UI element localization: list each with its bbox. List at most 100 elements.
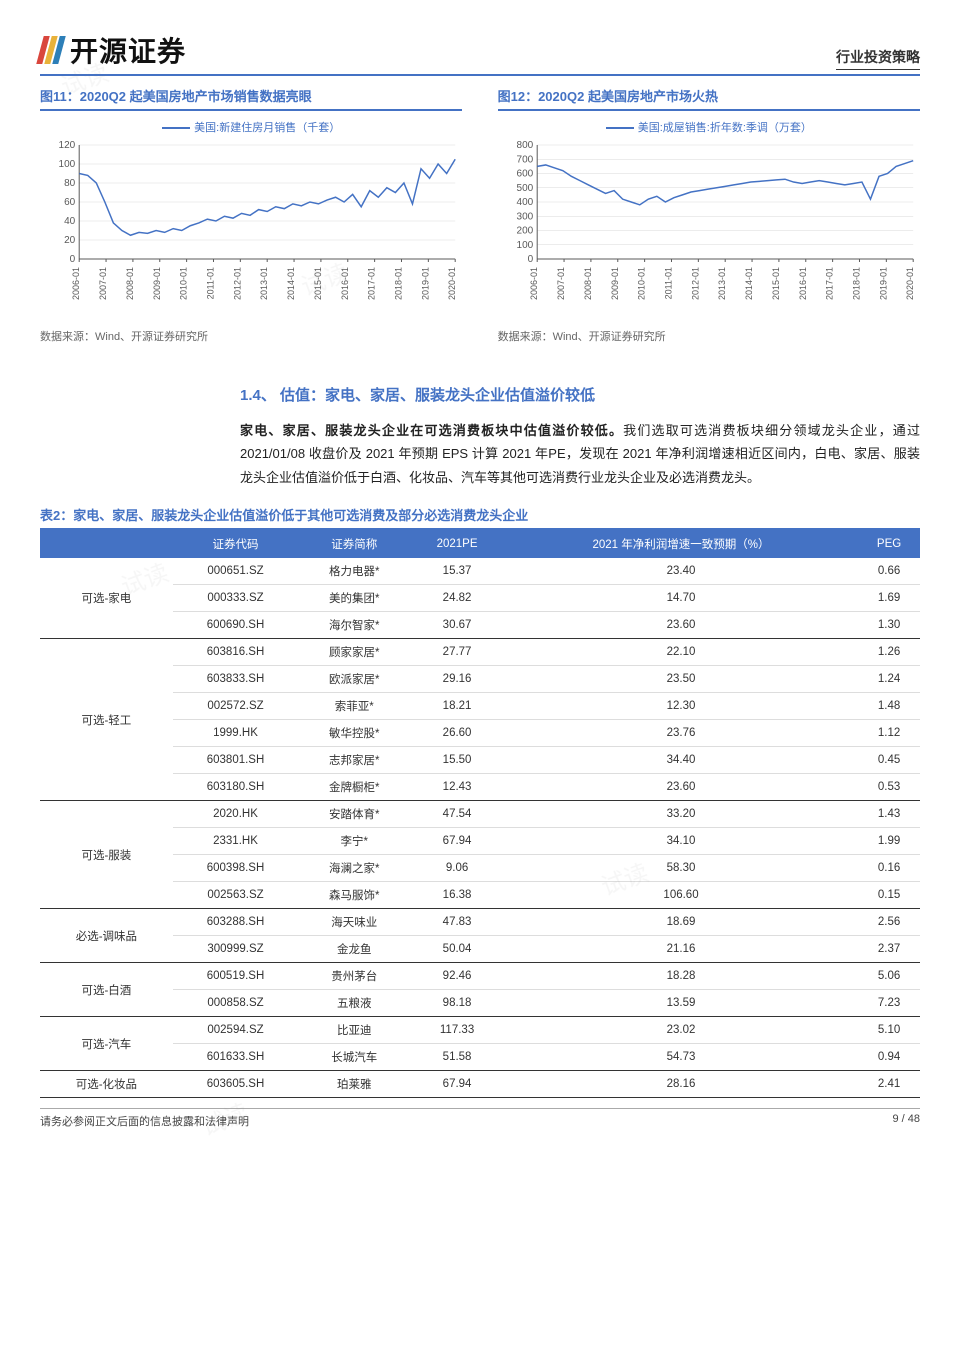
table-row: 可选-轻工603816.SH顾家家居*27.7722.101.26 [40,639,920,666]
table-cell: 2.41 [858,1071,920,1098]
table-cell: 002563.SZ [173,882,298,909]
table-row: 可选-白酒600519.SH贵州茅台92.4618.285.06 [40,963,920,990]
table-group-label: 可选-轻工 [40,639,173,801]
table-cell: 92.46 [410,963,504,990]
table-cell: 5.06 [858,963,920,990]
table-cell: 117.33 [410,1017,504,1044]
table-row: 002563.SZ森马服饰*16.38106.600.15 [40,882,920,909]
table-cell: 1999.HK [173,720,298,747]
table-cell: 13.59 [504,990,858,1017]
table-row: 可选-家电000651.SZ格力电器*15.3723.400.66 [40,558,920,585]
svg-text:80: 80 [64,178,76,189]
svg-text:2018-01: 2018-01 [393,267,403,300]
table-cell: 0.53 [858,774,920,801]
table-cell: 18.28 [504,963,858,990]
table-row: 300999.SZ金龙鱼50.0421.162.37 [40,936,920,963]
chart-title-prefix: 图11： [40,89,80,104]
table-cell: 21.16 [504,936,858,963]
chart-11-title: 图11：2020Q2 起美国房地产市场销售数据亮眼 [40,86,462,111]
table-group-label: 可选-汽车 [40,1017,173,1071]
svg-text:2009-01: 2009-01 [152,267,162,300]
table-cell: 0.45 [858,747,920,774]
table-cell: 比亚迪 [298,1017,410,1044]
table-cell: 98.18 [410,990,504,1017]
footer-disclaimer: 请务必参阅正文后面的信息披露和法律声明 [40,1113,249,1129]
table-col-header: 证券简称 [298,530,410,558]
svg-text:2012-01: 2012-01 [232,267,242,300]
table-cell: 603605.SH [173,1071,298,1098]
table-group-label: 可选-服装 [40,801,173,909]
table-cell: 美的集团* [298,585,410,612]
table-cell: 34.40 [504,747,858,774]
section-heading: 估值：家电、家居、服装龙头企业估值溢价较低 [280,387,595,404]
table-group-label: 必选-调味品 [40,909,173,963]
table-cell: 金龙鱼 [298,936,410,963]
table-cell: 67.94 [410,828,504,855]
chart-11-source: 数据来源：Wind、开源证券研究所 [40,328,462,344]
logo-text: 开源证券 [70,30,186,70]
svg-text:2013-01: 2013-01 [717,267,727,300]
svg-text:0: 0 [70,254,76,265]
table-cell: 1.43 [858,801,920,828]
table-row: 可选-化妆品603605.SH珀莱雅67.9428.162.41 [40,1071,920,1098]
table-title-text: 家电、家居、服装龙头企业估值溢价低于其他可选消费及部分必选消费龙头企业 [73,508,528,523]
table-cell: 敏华控股* [298,720,410,747]
table-cell: 0.94 [858,1044,920,1071]
table-row: 必选-调味品603288.SH海天味业47.8318.692.56 [40,909,920,936]
table-cell: 海天味业 [298,909,410,936]
table-cell: 600398.SH [173,855,298,882]
table-cell: 27.77 [410,639,504,666]
table-cell: 2331.HK [173,828,298,855]
table-col-header [40,530,173,558]
table-cell: 2020.HK [173,801,298,828]
table-cell: 002594.SZ [173,1017,298,1044]
svg-text:2010-01: 2010-01 [636,267,646,300]
table-col-header: 2021PE [410,530,504,558]
table-row: 603833.SH欧派家居*29.1623.501.24 [40,666,920,693]
table-cell: 23.50 [504,666,858,693]
chart-title-prefix: 图12： [498,89,538,104]
table-cell: 五粮液 [298,990,410,1017]
svg-text:2006-01: 2006-01 [529,267,539,300]
table-cell: 1.12 [858,720,920,747]
table-cell: 51.58 [410,1044,504,1071]
page-header: 开源证券 行业投资策略 [40,30,920,70]
table-row: 2331.HK李宁*67.9434.101.99 [40,828,920,855]
table-cell: 18.69 [504,909,858,936]
table-cell: 志邦家居* [298,747,410,774]
table-cell: 12.30 [504,693,858,720]
para-bold: 家电、家居、服装龙头企业在可选消费板块中估值溢价较低。 [240,423,623,438]
doc-type-label: 行业投资策略 [836,47,920,70]
table-row: 000858.SZ五粮液98.1813.597.23 [40,990,920,1017]
table-row: 600398.SH海澜之家*9.0658.300.16 [40,855,920,882]
chart-12-legend: 美国:成屋销售:折年数:季调（万套） [498,119,920,135]
table-cell: 长城汽车 [298,1044,410,1071]
header-rule [40,74,920,76]
svg-text:2016-01: 2016-01 [797,267,807,300]
svg-text:2015-01: 2015-01 [313,267,323,300]
svg-text:100: 100 [59,159,76,170]
svg-text:2016-01: 2016-01 [340,267,350,300]
table-row: 601633.SH长城汽车51.5854.730.94 [40,1044,920,1071]
table-row: 002572.SZ索菲亚*18.2112.301.48 [40,693,920,720]
table-title-prefix: 表2： [40,508,73,523]
chart-11-legend: 美国:新建住房月销售（千套） [40,119,462,135]
chart-title-text: 2020Q2 起美国房地产市场销售数据亮眼 [80,89,312,104]
svg-text:2007-01: 2007-01 [98,267,108,300]
table-cell: 47.83 [410,909,504,936]
svg-text:2018-01: 2018-01 [851,267,861,300]
table-row: 603180.SH金牌橱柜*12.4323.600.53 [40,774,920,801]
table-cell: 海澜之家* [298,855,410,882]
table-cell: 贵州茅台 [298,963,410,990]
table-cell: 18.21 [410,693,504,720]
table-cell: 603833.SH [173,666,298,693]
table-cell: 23.76 [504,720,858,747]
table-group-label: 可选-白酒 [40,963,173,1017]
table-group-label: 可选-化妆品 [40,1071,173,1098]
svg-text:800: 800 [516,140,533,151]
table-row: 1999.HK敏华控股*26.6023.761.12 [40,720,920,747]
chart-title-text: 2020Q2 起美国房地产市场火热 [538,89,718,104]
table-cell: 603801.SH [173,747,298,774]
table-cell: 索菲亚* [298,693,410,720]
table-row: 000333.SZ美的集团*24.8214.701.69 [40,585,920,612]
